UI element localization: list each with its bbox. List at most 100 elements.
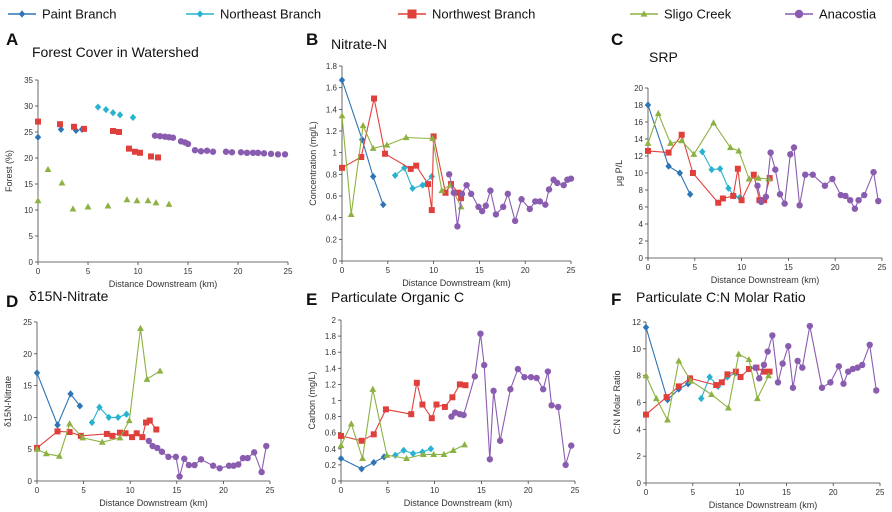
y-tick-label: 35: [24, 76, 33, 85]
x-tick-label: 5: [86, 267, 91, 276]
x-tick-label: 0: [35, 486, 40, 495]
data-point: [69, 205, 77, 212]
series-sligo-creek: [644, 109, 773, 182]
y-tick-label: 2: [332, 316, 337, 325]
data-point: [450, 189, 457, 196]
data-point: [109, 109, 117, 117]
data-point: [562, 461, 569, 469]
data-point: [165, 453, 172, 461]
axis-lines: [37, 80, 288, 263]
data-point: [116, 429, 123, 436]
data-point: [475, 203, 482, 211]
data-point: [500, 203, 507, 211]
panel-title: SRP: [649, 49, 678, 65]
data-point: [122, 430, 129, 437]
panel-letter: C: [611, 30, 623, 49]
y-tick-label: 0.6: [325, 429, 337, 438]
data-point: [448, 413, 455, 420]
x-tick-label: 5: [386, 486, 391, 495]
data-point: [438, 186, 446, 194]
data-point: [492, 211, 500, 218]
y-tick-label: 1: [333, 149, 338, 158]
data-point: [133, 197, 141, 204]
series-anacostia: [445, 171, 575, 230]
data-point: [440, 450, 448, 458]
panel-title: Particulate C:N Molar Ratio: [636, 289, 806, 305]
x-axis-label: Distance Downstream (km): [109, 279, 218, 289]
x-tick-label: 15: [475, 266, 484, 275]
x-tick-label: 10: [134, 267, 143, 276]
data-point: [754, 182, 761, 189]
y-axis-label: C:N Molar Ratio: [612, 370, 622, 434]
data-point: [873, 387, 880, 394]
x-tick-label: 20: [234, 267, 243, 276]
y-tick-label: 0: [639, 254, 644, 263]
x-tick-label: 15: [477, 486, 486, 495]
data-point: [851, 205, 859, 212]
y-tick-label: 6: [637, 399, 642, 408]
data-point: [772, 166, 779, 173]
data-point: [260, 150, 268, 157]
data-point: [758, 198, 765, 206]
legend-label: Paint Branch: [42, 7, 116, 22]
data-point: [533, 374, 540, 382]
data-point: [430, 450, 438, 458]
panel-letter: A: [6, 30, 18, 49]
series-line: [36, 372, 81, 427]
data-point: [419, 181, 426, 189]
data-point: [359, 121, 367, 129]
data-point: [789, 384, 797, 391]
data-point: [745, 175, 753, 182]
x-axis-label: Distance Downstream (km): [404, 498, 513, 508]
data-point: [102, 106, 110, 114]
series-sligo-creek: [34, 165, 173, 212]
data-point: [419, 401, 426, 408]
data-point: [730, 192, 737, 199]
data-point: [155, 154, 161, 161]
x-axis-label: Distance Downstream (km): [711, 275, 820, 285]
data-point: [458, 190, 466, 198]
data-point: [243, 149, 251, 156]
series-paint-branch: [33, 369, 84, 429]
data-point: [370, 458, 377, 467]
data-point: [774, 379, 782, 386]
data-point: [526, 205, 533, 213]
data-point: [151, 132, 159, 139]
legend-item-anacostia: Anacostia: [785, 7, 877, 22]
data-point: [713, 382, 720, 389]
data-point: [347, 420, 355, 427]
y-tick-label: 18: [634, 101, 643, 110]
data-point: [664, 416, 671, 423]
y-tick-label: 30: [24, 102, 33, 111]
data-point: [716, 165, 724, 173]
data-point: [133, 430, 140, 437]
series-northeast-branch: [94, 103, 137, 122]
y-tick-label: 0: [637, 479, 642, 488]
y-tick-label: 1.8: [326, 62, 338, 71]
legend-item-paint-branch: Paint Branch: [8, 7, 116, 22]
y-tick-label: 1.2: [325, 380, 337, 389]
y-tick-label: 0: [332, 477, 337, 486]
data-point: [222, 148, 230, 155]
data-point: [859, 361, 866, 369]
y-axis-label: δ15N-Nitrate: [3, 376, 13, 427]
x-tick-label: 5: [691, 488, 696, 497]
panel-b: B Nitrate-N 0 0.2 0.4 0.6 0.8 1 1.2 1.4 1.6 1.8 0 5 10…: [306, 30, 576, 288]
data-point: [191, 147, 199, 154]
data-point: [114, 413, 122, 421]
data-point: [779, 360, 786, 367]
y-tick-label: 15: [23, 382, 32, 391]
data-point: [34, 133, 42, 141]
data-point: [125, 416, 133, 424]
x-tick-label: 25: [878, 263, 887, 272]
y-tick-label: 16: [634, 118, 643, 127]
data-point: [568, 442, 575, 449]
data-point: [54, 428, 61, 435]
y-tick-label: 0: [29, 258, 34, 267]
data-point: [738, 197, 745, 204]
data-point: [554, 403, 562, 411]
data-point: [400, 446, 407, 455]
x-tick-label: 20: [524, 486, 533, 495]
x-tick-label: 20: [219, 486, 228, 495]
data-point: [734, 165, 741, 172]
